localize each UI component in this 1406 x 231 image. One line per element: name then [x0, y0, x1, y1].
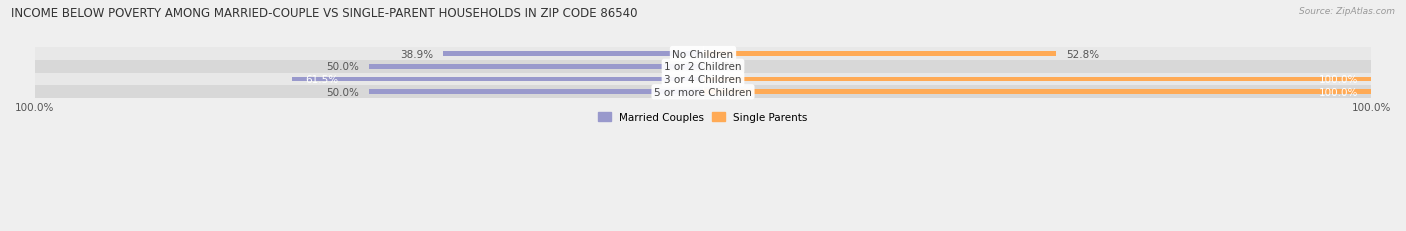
Bar	[35, 48, 1371, 61]
Bar	[35, 73, 1371, 86]
Bar	[292, 77, 703, 82]
Text: 50.0%: 50.0%	[326, 88, 359, 97]
Bar	[35, 61, 1371, 73]
Text: 0.0%: 0.0%	[713, 62, 740, 72]
Text: 1 or 2 Children: 1 or 2 Children	[664, 62, 742, 72]
Bar	[368, 65, 703, 69]
Bar	[35, 86, 1371, 99]
Text: INCOME BELOW POVERTY AMONG MARRIED-COUPLE VS SINGLE-PARENT HOUSEHOLDS IN ZIP COD: INCOME BELOW POVERTY AMONG MARRIED-COUPL…	[11, 7, 638, 20]
Text: 5 or more Children: 5 or more Children	[654, 88, 752, 97]
Text: 100.0%: 100.0%	[1319, 88, 1358, 97]
Text: 61.5%: 61.5%	[305, 75, 339, 85]
Text: 52.8%: 52.8%	[1066, 49, 1099, 59]
Text: 3 or 4 Children: 3 or 4 Children	[664, 75, 742, 85]
Bar	[703, 52, 1056, 57]
Text: Source: ZipAtlas.com: Source: ZipAtlas.com	[1299, 7, 1395, 16]
Bar	[368, 90, 703, 95]
Text: 38.9%: 38.9%	[399, 49, 433, 59]
Bar	[443, 52, 703, 57]
Text: 50.0%: 50.0%	[326, 62, 359, 72]
Bar	[703, 77, 1371, 82]
Text: No Children: No Children	[672, 49, 734, 59]
Text: 100.0%: 100.0%	[1319, 75, 1358, 85]
Legend: Married Couples, Single Parents: Married Couples, Single Parents	[595, 108, 811, 127]
Bar	[703, 90, 1371, 95]
